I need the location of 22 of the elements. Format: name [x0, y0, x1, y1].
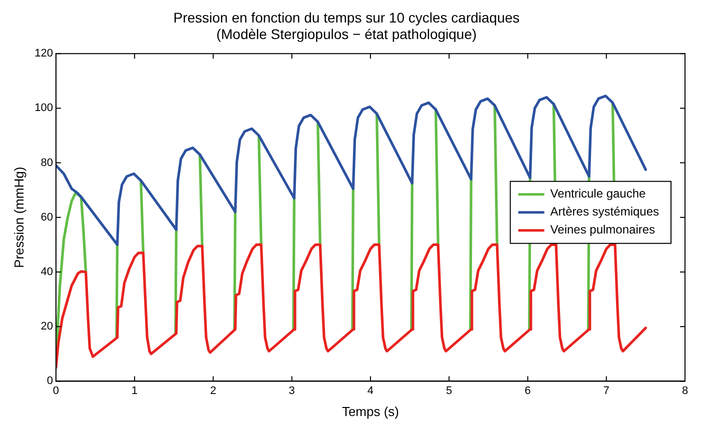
x-tick-label: 1	[132, 384, 138, 397]
y-tick-label: 60	[40, 211, 53, 224]
legend-label: Artères systémiques	[550, 204, 659, 219]
legend-label: Ventricule gauche	[550, 186, 646, 201]
y-tick-label: 100	[34, 102, 53, 114]
text: Pression en fonction du temps sur 10 cycles cardiaques	[173, 9, 520, 26]
x-tick-label: 6	[524, 384, 531, 397]
y-tick-label: 20	[40, 320, 53, 333]
y-tick-label: 0	[46, 375, 53, 388]
text: (Modèle Stergiopulos − état pathologique)	[216, 26, 477, 42]
y-tick-label: 120	[34, 48, 53, 60]
y-axis-title: Pression (mmHg)	[11, 166, 26, 268]
x-tick-label: 8	[682, 384, 688, 397]
x-tick-label: 5	[446, 384, 452, 397]
x-axis-title: Temps (s)	[342, 404, 400, 419]
legend-label: Veines pulmonaires	[550, 222, 656, 237]
x-tick-label: 7	[603, 384, 610, 397]
y-tick-label: 40	[40, 266, 53, 278]
x-tick-label: 3	[288, 384, 295, 397]
x-tick-label: 2	[210, 384, 216, 397]
y-tick-label: 80	[40, 156, 53, 169]
x-tick-label: 4	[367, 384, 374, 397]
